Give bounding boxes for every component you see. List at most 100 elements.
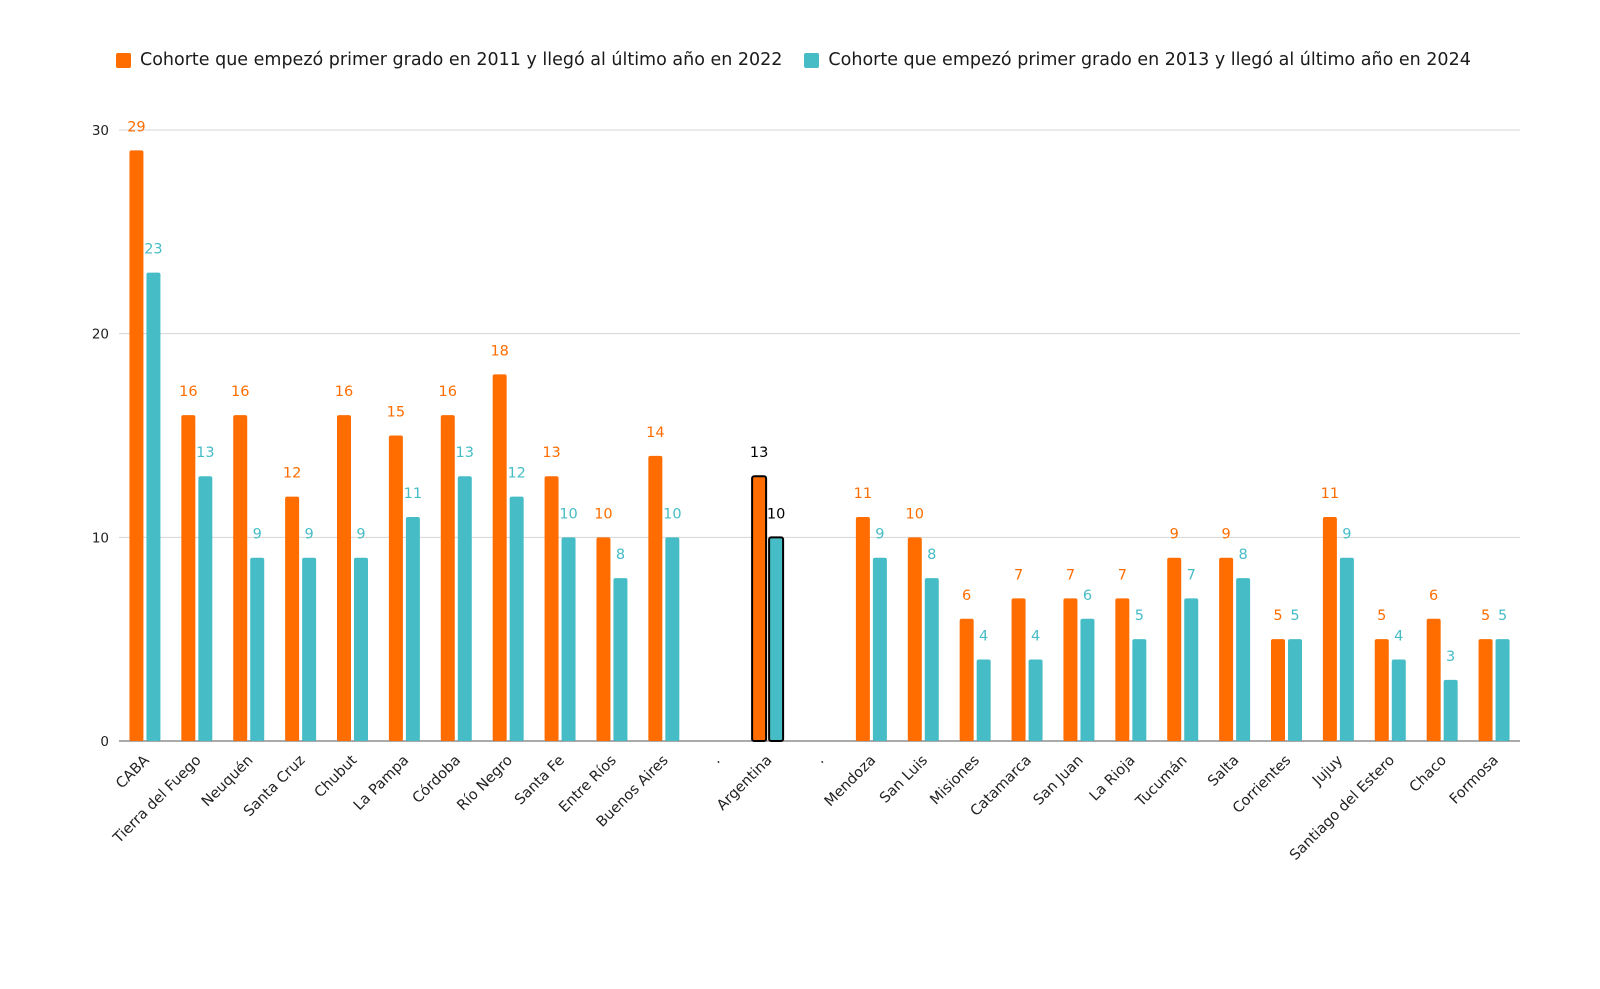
value-label-2011-17: 7 <box>1014 567 1023 583</box>
value-label-2013-10: 10 <box>663 506 681 522</box>
bar-2011-12[interactable] <box>751 475 768 742</box>
legend-label-2011: Cohorte que empezó primer grado en 2011 … <box>140 50 783 70</box>
value-label-2013-16: 4 <box>979 629 988 645</box>
legend-item-2011[interactable]: Cohorte que empezó primer grado en 2011 … <box>116 50 782 70</box>
x-tick-label-18: San Juan <box>1031 753 1087 809</box>
bar-2011-1[interactable] <box>181 415 196 741</box>
bar-2013-9[interactable] <box>613 578 628 741</box>
value-label-2011-10: 14 <box>646 425 664 441</box>
bar-2013-8[interactable] <box>561 537 576 741</box>
x-tick-label-14: Mendoza <box>822 753 879 810</box>
bar-2011-5[interactable] <box>388 435 403 742</box>
bar-2013-15[interactable] <box>924 578 939 741</box>
bar-2011-8[interactable] <box>544 476 559 741</box>
value-label-2013-3: 9 <box>304 527 313 543</box>
bar-2013-25[interactable] <box>1443 679 1458 741</box>
legend-swatch-2013 <box>804 52 820 68</box>
value-label-2011-9: 10 <box>594 506 612 522</box>
value-label-2013-9: 8 <box>616 547 625 563</box>
value-label-2011-6: 16 <box>439 384 457 400</box>
bar-2011-25[interactable] <box>1426 618 1441 741</box>
bar-2011-16[interactable] <box>959 618 974 741</box>
value-label-2011-2: 16 <box>231 384 249 400</box>
y-tick-label-20: 20 <box>92 327 109 343</box>
bar-2013-20[interactable] <box>1184 598 1199 741</box>
bar-2013-10[interactable] <box>665 537 680 741</box>
bar-2011-15[interactable] <box>907 537 922 741</box>
value-label-2013-5: 11 <box>404 486 422 502</box>
value-label-2011-26: 5 <box>1481 608 1490 624</box>
bar-2011-10[interactable] <box>648 455 663 741</box>
bar-2013-2[interactable] <box>250 557 265 741</box>
bar-2011-9[interactable] <box>596 537 611 741</box>
bar-2013-1[interactable] <box>198 476 213 741</box>
bar-2011-19[interactable] <box>1115 598 1130 741</box>
legend-label-2013: Cohorte que empezó primer grado en 2013 … <box>828 50 1471 70</box>
value-label-2013-26: 5 <box>1498 608 1507 624</box>
value-label-2011-23: 11 <box>1321 486 1339 502</box>
x-tick-label-6: Córdoba <box>410 753 464 807</box>
x-tick-label-23: Jujuy <box>1309 752 1346 789</box>
value-label-2013-14: 9 <box>875 527 884 543</box>
x-tick-label-20: Tucumán <box>1132 753 1190 811</box>
bar-2013-18[interactable] <box>1080 618 1095 741</box>
bar-2013-7[interactable] <box>509 496 524 741</box>
bar-2011-17[interactable] <box>1011 598 1026 741</box>
value-label-2013-24: 4 <box>1394 629 1403 645</box>
bar-2013-24[interactable] <box>1391 659 1406 741</box>
bar-2013-23[interactable] <box>1339 557 1354 741</box>
bar-2013-4[interactable] <box>354 557 368 741</box>
bar-2011-3[interactable] <box>285 496 300 741</box>
x-tick-label-24: Santiago del Estero <box>1287 752 1398 863</box>
bar-2011-24[interactable] <box>1374 639 1389 741</box>
value-label-2013-19: 5 <box>1135 608 1144 624</box>
bar-2013-5[interactable] <box>405 516 420 741</box>
value-label-2011-24: 5 <box>1377 608 1386 624</box>
bar-2013-26[interactable] <box>1495 639 1510 741</box>
y-axis: 0 10 20 30 <box>92 123 109 750</box>
y-tick-label-30: 30 <box>92 123 109 139</box>
value-label-2011-15: 10 <box>906 506 924 522</box>
value-label-2013-6: 13 <box>456 445 474 461</box>
x-tick-label-4: Chubut <box>312 752 361 801</box>
bar-2011-7[interactable] <box>492 374 507 741</box>
bar-2013-22[interactable] <box>1288 639 1302 741</box>
bar-2011-23[interactable] <box>1322 516 1337 741</box>
x-tick-label-15: San Luis <box>877 753 931 807</box>
bar-2011-26[interactable] <box>1478 639 1493 741</box>
bar-2013-3[interactable] <box>302 557 317 741</box>
bar-2011-20[interactable] <box>1167 557 1182 741</box>
value-label-2011-12: 13 <box>750 445 768 461</box>
bar-2011-6[interactable] <box>440 415 455 741</box>
bar-2013-16[interactable] <box>976 659 991 741</box>
legend-swatch-2011 <box>116 52 131 68</box>
bar-2011-18[interactable] <box>1063 598 1078 741</box>
bar-2013-17[interactable] <box>1028 659 1043 741</box>
bar-2013-19[interactable] <box>1132 639 1147 741</box>
bar-2011-22[interactable] <box>1271 639 1285 741</box>
bar-2013-21[interactable] <box>1236 578 1251 741</box>
x-tick-label-16: Misiones <box>927 753 983 809</box>
legend-item-2013[interactable]: Cohorte que empezó primer grado en 2013 … <box>804 50 1471 70</box>
bar-2013-14[interactable] <box>872 557 887 741</box>
value-label-2013-1: 13 <box>196 445 214 461</box>
bar-2013-12[interactable] <box>768 536 785 742</box>
bar-2011-14[interactable] <box>855 516 870 741</box>
value-label-2011-14: 11 <box>854 486 872 502</box>
x-tick-label-7: Río Negro <box>454 752 516 814</box>
x-tick-label-5: La Pampa <box>351 753 412 814</box>
bar-2011-2[interactable] <box>233 415 248 741</box>
value-label-2013-23: 9 <box>1342 527 1351 543</box>
bar-2011-4[interactable] <box>337 415 351 741</box>
bar-2011-0[interactable] <box>129 150 144 741</box>
bar-2013-6[interactable] <box>457 476 472 741</box>
x-tick-label-21: Salta <box>1205 753 1242 790</box>
x-tick-label-19: La Rioja <box>1087 753 1139 805</box>
bar-2013-0[interactable] <box>146 272 161 741</box>
bar-2011-21[interactable] <box>1219 557 1234 741</box>
x-tick-label-26: Formosa <box>1447 753 1502 808</box>
value-label-2013-4: 9 <box>356 527 365 543</box>
value-label-2011-18: 7 <box>1066 567 1075 583</box>
